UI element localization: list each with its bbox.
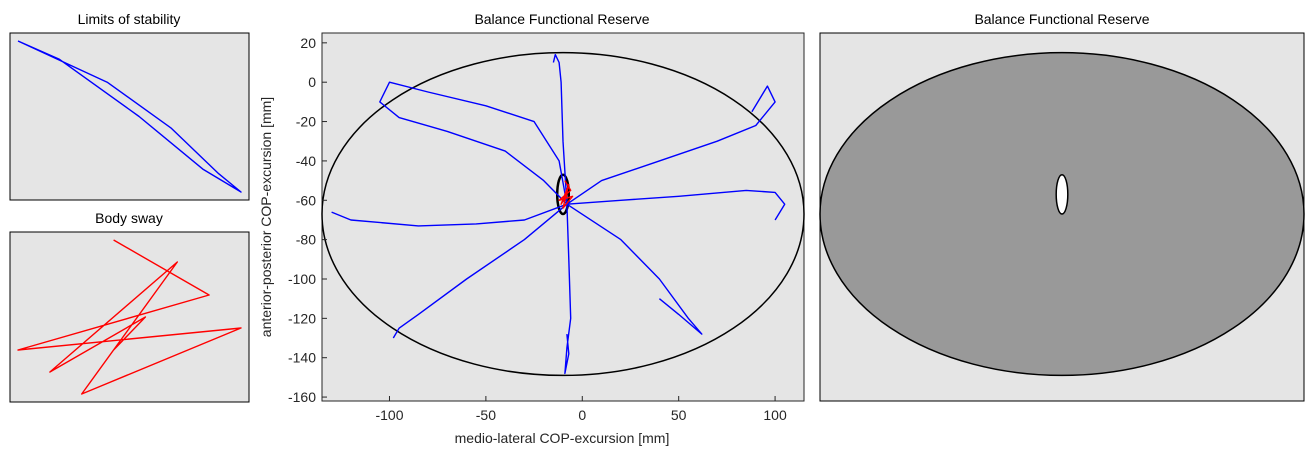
los-trace-4	[566, 203, 703, 335]
x-axis-label: medio-lateral COP-excursion [mm]	[455, 430, 670, 446]
bfr-fill-plot-area	[819, 51, 1305, 377]
y-tick-label-2: -20	[296, 114, 316, 130]
y-axis-label: anterior-posterior COP-excursion [mm]	[258, 97, 274, 337]
los-small-trace-0	[17, 40, 242, 193]
bfr-main-plot-area	[321, 51, 805, 377]
x-tick-label-0: -100	[375, 407, 403, 423]
y-tick-label-6: -100	[288, 271, 316, 287]
bfr-main-title: Balance Functional Reserve	[474, 11, 649, 27]
y-tick-label-8: -140	[288, 350, 316, 366]
bfr-fill-title: Balance Functional Reserve	[974, 11, 1149, 27]
los-title: Limits of stability	[78, 11, 181, 27]
y-tick-label-9: -160	[288, 389, 316, 405]
x-tick-label-2: 0	[578, 407, 586, 423]
y-tick-label-7: -120	[288, 310, 316, 326]
los-trace-1	[552, 53, 568, 205]
y-tick-label-3: -40	[296, 153, 316, 169]
los-plot-area	[17, 40, 242, 193]
sway-area-ellipse	[1055, 173, 1069, 215]
los-trace-0	[379, 81, 568, 205]
x-tick-label-1: -50	[476, 407, 496, 423]
x-tick-label-4: 100	[763, 407, 787, 423]
y-tick-label-5: -80	[296, 232, 316, 248]
x-tick-label-3: 50	[671, 407, 687, 423]
sway-title: Body sway	[95, 210, 163, 226]
y-tick-label-0: 20	[300, 35, 316, 51]
sway-small-trace-0	[17, 239, 242, 395]
sway-trace-8	[558, 180, 574, 209]
sway-axes-box	[9, 231, 250, 403]
los-trace-5	[331, 203, 568, 227]
los-trace-2	[566, 85, 776, 205]
functional-reserve-ellipse	[321, 51, 805, 377]
bfr-main-axes-box	[321, 32, 805, 402]
bfr-main-ticks: -100 -50 0 50 100 20 0 -20 -40 -60 -80 -100 -120 -140…	[288, 35, 787, 423]
y-tick-label-1: 0	[308, 74, 316, 90]
los-trace-7	[564, 204, 572, 375]
sway-plot-area	[17, 239, 242, 395]
los-trace-6	[392, 203, 568, 339]
y-tick-label-4: -60	[296, 192, 316, 208]
los-trace-3	[566, 189, 786, 221]
